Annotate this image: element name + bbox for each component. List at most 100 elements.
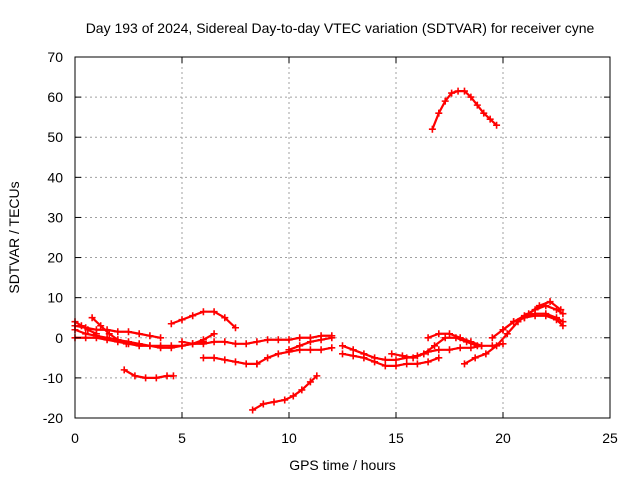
data-point — [435, 354, 443, 362]
data-point — [274, 336, 282, 344]
x-tick-label: 5 — [178, 430, 186, 446]
data-point — [542, 312, 550, 320]
data-point — [349, 352, 357, 360]
data-point — [199, 340, 207, 348]
data-point — [77, 322, 85, 330]
data-point — [285, 336, 293, 344]
data-point — [448, 89, 456, 97]
data-point — [499, 340, 507, 348]
data-point — [467, 338, 475, 346]
data-point — [441, 334, 449, 342]
data-point — [503, 330, 511, 338]
series-line — [123, 368, 174, 379]
chart-title: Day 193 of 2024, Sidereal Day-to-day VTE… — [86, 20, 595, 36]
data-point — [388, 350, 396, 358]
data-point — [152, 374, 160, 382]
data-series-arc-9 — [253, 344, 336, 368]
data-point — [460, 87, 468, 95]
data-point — [317, 346, 325, 354]
data-point — [493, 342, 501, 350]
data-point — [221, 356, 229, 364]
y-tick-label: 20 — [47, 250, 63, 266]
data-point — [531, 306, 539, 314]
data-point — [264, 336, 272, 344]
data-point — [413, 360, 421, 368]
data-series-arc-16 — [424, 330, 486, 350]
y-axis-label: SDTVAR / TECUs — [6, 181, 22, 293]
data-point — [135, 342, 143, 350]
data-point — [559, 322, 567, 330]
data-point — [146, 332, 154, 340]
data-point — [520, 314, 528, 322]
data-point — [210, 308, 218, 316]
data-point — [471, 354, 479, 362]
grid-lines — [75, 57, 610, 418]
data-point — [339, 342, 346, 350]
data-series-arc-12 — [249, 372, 321, 414]
data-point — [510, 318, 518, 326]
data-point — [285, 346, 293, 354]
data-point — [431, 342, 439, 350]
data-point — [122, 340, 130, 348]
data-point — [131, 372, 139, 380]
data-series-arc-6 — [167, 308, 239, 332]
data-point — [456, 334, 464, 342]
data-point — [499, 326, 507, 334]
data-series-arc-10 — [285, 334, 336, 354]
y-tick-label: 60 — [47, 89, 63, 105]
data-point — [167, 320, 175, 328]
y-tick-label: 10 — [47, 290, 63, 306]
x-axis-label: GPS time / hours — [289, 457, 396, 473]
data-point — [392, 356, 400, 364]
data-point — [169, 372, 177, 380]
data-point — [441, 97, 449, 105]
data-point — [296, 334, 304, 342]
data-point — [473, 101, 481, 109]
data-point — [328, 334, 336, 342]
data-point — [125, 328, 132, 336]
data-series-arc-17 — [460, 298, 565, 368]
data-point — [189, 312, 197, 320]
data-point — [157, 334, 165, 342]
plot-frame — [74, 56, 611, 419]
data-point — [82, 334, 90, 342]
data-point — [435, 109, 443, 117]
data-point — [328, 344, 336, 352]
data-point — [392, 362, 400, 370]
series-line — [74, 320, 97, 335]
axis-ticks: 0 5 10 15 20 25 -20 -10 0 10 20 30 40 50 60 70 — [43, 49, 618, 446]
data-point — [317, 336, 325, 344]
data-point — [488, 334, 496, 342]
data-point — [114, 336, 122, 344]
series-line — [203, 356, 257, 365]
data-point — [409, 354, 417, 362]
data-point — [531, 312, 539, 320]
data-point — [298, 386, 306, 394]
data-point — [559, 310, 567, 318]
data-point — [114, 328, 122, 336]
data-point — [482, 350, 490, 358]
data-point — [270, 398, 278, 406]
data-point — [480, 109, 488, 117]
y-tick-label: 40 — [47, 169, 63, 185]
data-point — [210, 330, 218, 338]
data-point — [493, 121, 501, 129]
data-point — [232, 358, 239, 366]
data-point — [142, 374, 150, 382]
data-point — [403, 360, 411, 368]
series-line — [463, 300, 562, 365]
data-point — [424, 334, 432, 342]
data-point — [167, 344, 175, 352]
data-point — [221, 338, 229, 346]
data-point — [281, 396, 289, 404]
data-series-arc-7 — [178, 332, 336, 348]
data-point — [381, 362, 389, 370]
data-point — [289, 392, 297, 400]
data-point — [456, 344, 464, 352]
data-point — [546, 298, 554, 306]
y-tick-label: -10 — [43, 370, 63, 386]
data-point — [446, 330, 453, 338]
series-line — [252, 375, 318, 411]
data-point — [435, 330, 443, 338]
